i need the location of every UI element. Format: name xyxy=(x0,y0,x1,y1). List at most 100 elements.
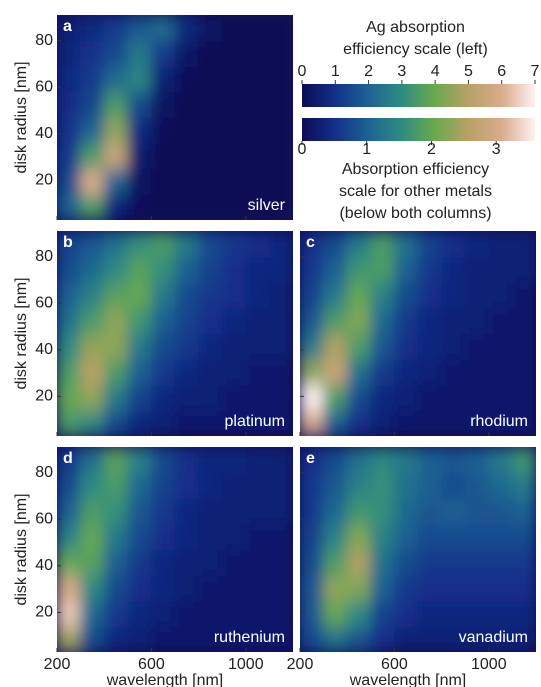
heatmap xyxy=(300,231,536,436)
heatmap-cell xyxy=(221,625,247,652)
heatmap-cell xyxy=(511,472,536,499)
heatmap-cell xyxy=(57,447,82,474)
y-axis-label: disk radius [nm] xyxy=(13,277,30,389)
heatmap-cell xyxy=(103,40,129,67)
heatmap-cell xyxy=(245,384,270,411)
colorbar-tick-label: 5 xyxy=(464,63,473,80)
heatmap-cell xyxy=(441,333,466,360)
x-axis-label: wavelength [nm] xyxy=(349,672,467,687)
heatmap-cell xyxy=(198,40,223,67)
heatmap-cell xyxy=(300,333,325,360)
heatmap-cell xyxy=(57,256,82,283)
heatmap-cell xyxy=(174,333,200,360)
heatmap-cell xyxy=(80,281,105,309)
heatmap-cell xyxy=(417,600,443,627)
heatmap-cell xyxy=(441,549,466,576)
heatmap-cell xyxy=(150,65,176,93)
heatmap-cell xyxy=(150,91,176,118)
heatmap-cell xyxy=(370,256,395,283)
heatmap-cell xyxy=(393,281,419,309)
heatmap-cell xyxy=(57,193,82,220)
heatmap-cell xyxy=(268,523,293,550)
x-tick-label: 1000 xyxy=(471,656,507,673)
heatmap-cell xyxy=(511,447,536,474)
heatmap-cell xyxy=(127,523,152,550)
heatmap-cell xyxy=(268,409,293,436)
heatmap-cell xyxy=(57,117,82,144)
heatmap-cell xyxy=(511,333,536,360)
heatmap-cell xyxy=(198,142,223,170)
heatmap xyxy=(300,447,536,652)
heatmap-cell xyxy=(488,231,513,258)
heatmap-cell xyxy=(300,358,325,386)
heatmap-cell xyxy=(245,91,270,118)
heatmap-cell xyxy=(417,307,443,334)
heatmap-cell xyxy=(245,142,270,170)
heatmap-cell xyxy=(127,549,152,576)
heatmap-cell xyxy=(370,523,395,550)
heatmap-cell xyxy=(80,15,105,42)
heatmap-cell xyxy=(174,65,200,93)
heatmap-cell xyxy=(323,281,348,309)
colorbar-tick-label: 2 xyxy=(364,63,373,80)
heatmap-cell xyxy=(103,358,129,386)
heatmap-cell xyxy=(198,117,223,144)
heatmap-cell xyxy=(198,281,223,309)
heatmap-cell xyxy=(103,193,129,220)
heatmap-cell xyxy=(103,549,129,576)
colorbar-tick-label: 2 xyxy=(427,141,436,158)
heatmap-cell xyxy=(393,472,419,499)
colorbar-tick-label: 0 xyxy=(298,63,307,80)
heatmap-cell xyxy=(370,333,395,360)
panel-letter: e xyxy=(306,450,315,467)
y-tick-label: 20 xyxy=(35,604,53,621)
heatmap-cell xyxy=(198,333,223,360)
x-axis-label: wavelength [nm] xyxy=(106,672,224,687)
heatmap-cell xyxy=(323,497,348,525)
heatmap-cell xyxy=(370,281,395,309)
heatmap-cell xyxy=(300,472,325,499)
heatmap-cell xyxy=(488,549,513,576)
heatmap-cell xyxy=(268,91,293,118)
heatmap-cell xyxy=(441,600,466,627)
heatmap-cell xyxy=(198,409,223,436)
heatmap-cell xyxy=(198,447,223,474)
panel-name: platinum xyxy=(225,413,285,430)
heatmap-cell xyxy=(57,358,82,386)
heatmap-cell xyxy=(346,231,372,258)
heatmap-cell xyxy=(488,256,513,283)
heatmap-cell xyxy=(150,281,176,309)
heatmap-cell xyxy=(464,600,490,627)
heatmap-cell xyxy=(174,447,200,474)
heatmap-cell xyxy=(417,256,443,283)
heatmap-cell xyxy=(464,358,490,386)
heatmap-cell xyxy=(323,409,348,436)
heatmap-cell xyxy=(441,472,466,499)
heatmap-cell xyxy=(198,574,223,602)
heatmap-cell xyxy=(245,472,270,499)
heatmap-cell xyxy=(221,333,247,360)
heatmap-cell xyxy=(441,447,466,474)
panel-name: silver xyxy=(248,197,286,214)
heatmap-cell xyxy=(417,497,443,525)
heatmap-cell xyxy=(268,193,293,220)
heatmap-cell xyxy=(370,574,395,602)
heatmap-cell xyxy=(174,472,200,499)
heatmap-cell xyxy=(268,447,293,474)
heatmap-cell xyxy=(198,549,223,576)
heatmap-cell xyxy=(80,472,105,499)
heatmap-cell xyxy=(198,307,223,334)
heatmap-cell xyxy=(221,15,247,42)
heatmap-cell xyxy=(198,91,223,118)
heatmap-cell xyxy=(198,168,223,195)
heatmap-cell xyxy=(346,600,372,627)
heatmap-cell xyxy=(511,497,536,525)
heatmap-cell xyxy=(57,497,82,525)
heatmap-cell xyxy=(393,497,419,525)
heatmap-cell xyxy=(245,549,270,576)
heatmap-cell xyxy=(221,142,247,170)
heatmap xyxy=(57,15,293,220)
heatmap-cell xyxy=(488,523,513,550)
heatmap-cell xyxy=(393,384,419,411)
panel-letter: d xyxy=(63,450,73,467)
